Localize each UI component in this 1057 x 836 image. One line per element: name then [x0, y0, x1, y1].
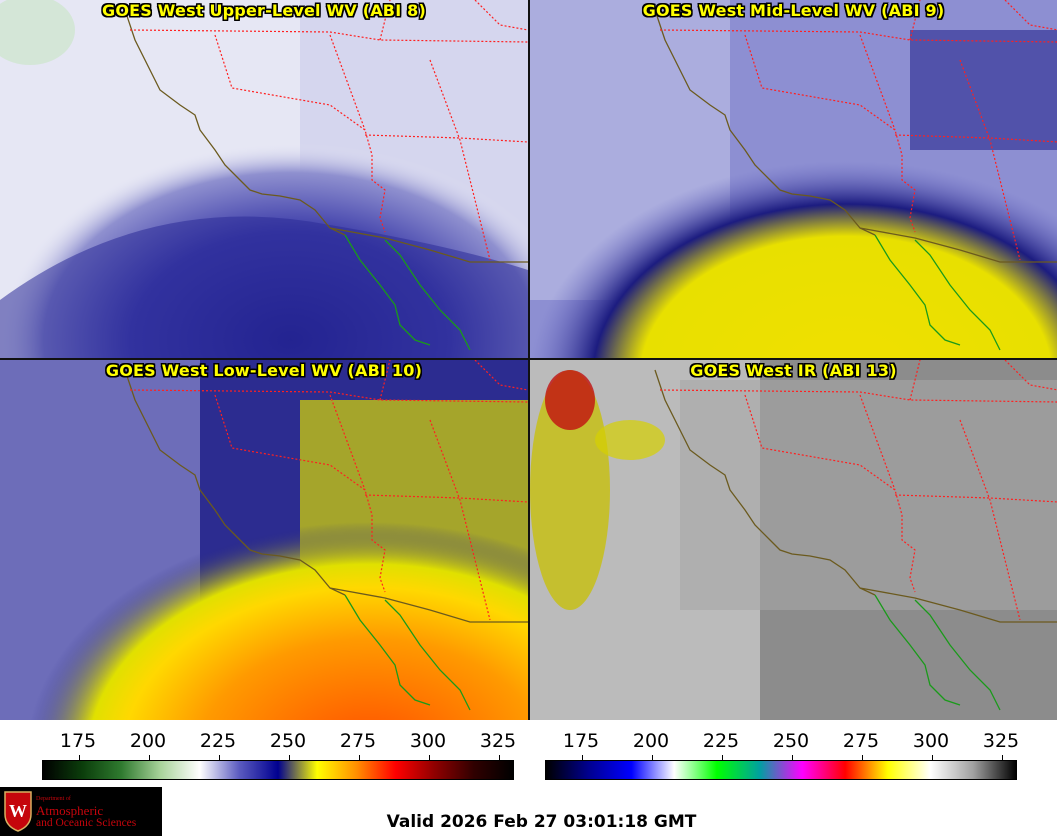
panel-mid-level-wv: GOES West Mid-Level WV (ABI 9) — [530, 0, 1057, 358]
ir-tick-label: 300 — [912, 730, 950, 752]
ir-title: GOES West IR (ABI 13) — [690, 361, 897, 380]
wv-colorbar — [42, 755, 514, 780]
logo-dept-text: Department of — [36, 796, 71, 802]
state-border — [129, 29, 528, 43]
mid-wv-title: GOES West Mid-Level WV (ABI 9) — [642, 1, 945, 20]
colorbar-tick — [1002, 755, 1003, 761]
mexico-coastline — [874, 234, 1001, 351]
us-mexico-border — [329, 227, 528, 263]
mid-wv-image — [530, 0, 1057, 358]
colorbar-tick — [652, 755, 653, 761]
state-border — [429, 419, 491, 621]
state-border — [909, 360, 921, 401]
low-wv-title: GOES West Low-Level WV (ABI 10) — [105, 361, 423, 380]
uw-crest-icon: W — [4, 791, 32, 832]
state-border — [959, 419, 1021, 621]
state-border — [909, 0, 921, 41]
ir-tick-label: 225 — [702, 730, 740, 752]
upper-map-overlay — [124, 0, 528, 351]
state-border — [894, 134, 1057, 143]
ir-tick-label: 250 — [772, 730, 810, 752]
us-mexico-border — [859, 587, 1057, 623]
state-border — [329, 394, 366, 491]
ir-image — [530, 360, 1057, 720]
mexico-coastline — [344, 594, 471, 711]
colorbar-tick — [289, 755, 290, 761]
coastline — [124, 369, 346, 596]
panel-upper-level-wv: GOES West Upper-Level WV (ABI 8) — [0, 0, 528, 358]
state-border — [364, 494, 528, 503]
state-border — [379, 360, 391, 401]
mexico-coastline — [344, 234, 471, 351]
ir-tick-label: 275 — [842, 730, 880, 752]
state-border — [894, 494, 1057, 503]
colorbar-tick — [582, 755, 583, 761]
vertical-divider — [528, 0, 530, 720]
colorbar-tick — [359, 755, 360, 761]
panel-ir: GOES West IR (ABI 13) — [530, 360, 1057, 720]
state-border — [744, 34, 916, 233]
ir-colorbar — [545, 755, 1017, 780]
state-border — [959, 59, 1021, 261]
colorbar-tick — [429, 755, 430, 761]
aos-logo: W Department of Atmospheric and Oceanic … — [0, 787, 162, 836]
wv-colorbar-labels: 175 200 225 250 275 300 325 — [42, 730, 517, 754]
state-border — [129, 389, 528, 403]
wv-tick-label: 200 — [129, 730, 167, 752]
wv-tick-label: 250 — [269, 730, 307, 752]
state-border — [364, 134, 528, 143]
colorbar-tick — [722, 755, 723, 761]
horizontal-divider — [0, 358, 1057, 360]
mexico-coastline — [874, 594, 1001, 711]
ir-map-overlay — [654, 360, 1057, 711]
low-map-overlay — [124, 360, 528, 711]
wv-tick-label: 300 — [409, 730, 447, 752]
state-border — [329, 34, 366, 131]
state-border — [659, 389, 1057, 403]
upper-wv-image — [0, 0, 528, 358]
svg-text:W: W — [9, 801, 27, 821]
colorbar-tick — [499, 755, 500, 761]
coastline — [654, 9, 876, 236]
coastline — [654, 369, 876, 596]
colorbar-tick — [149, 755, 150, 761]
colorbar-tick — [79, 755, 80, 761]
valid-time: Valid 2026 Feb 27 03:01:18 GMT — [386, 812, 697, 832]
wv-tick-label: 325 — [479, 730, 517, 752]
colorbar-tick — [862, 755, 863, 761]
ir-tick-label: 325 — [982, 730, 1020, 752]
coastline — [124, 9, 346, 236]
logo-line2: and Oceanic Sciences — [36, 817, 137, 829]
panel-low-level-wv: GOES West Low-Level WV (ABI 10) — [0, 360, 528, 720]
ir-colorbar-labels: 175 200 225 250 275 300 325 — [545, 730, 1020, 754]
colorbar-tick — [932, 755, 933, 761]
logo-line1: Atmospheric — [36, 803, 104, 818]
ir-tick-label: 200 — [632, 730, 670, 752]
state-border — [379, 0, 391, 41]
wv-tick-label: 225 — [199, 730, 237, 752]
us-mexico-border — [859, 227, 1057, 263]
state-border — [744, 394, 916, 593]
state-border — [429, 59, 491, 261]
state-border — [214, 34, 386, 233]
colorbar-tick — [219, 755, 220, 761]
mid-map-overlay — [654, 0, 1057, 351]
low-wv-image — [0, 360, 528, 720]
colorbar-tick — [792, 755, 793, 761]
state-border — [859, 394, 896, 491]
state-border — [659, 29, 1057, 43]
wv-tick-label: 175 — [59, 730, 97, 752]
ir-tick-label: 175 — [562, 730, 600, 752]
upper-wv-title: GOES West Upper-Level WV (ABI 8) — [102, 1, 426, 20]
state-border — [214, 394, 386, 593]
wv-tick-label: 275 — [339, 730, 377, 752]
us-mexico-border — [329, 587, 528, 623]
state-border — [859, 34, 896, 131]
